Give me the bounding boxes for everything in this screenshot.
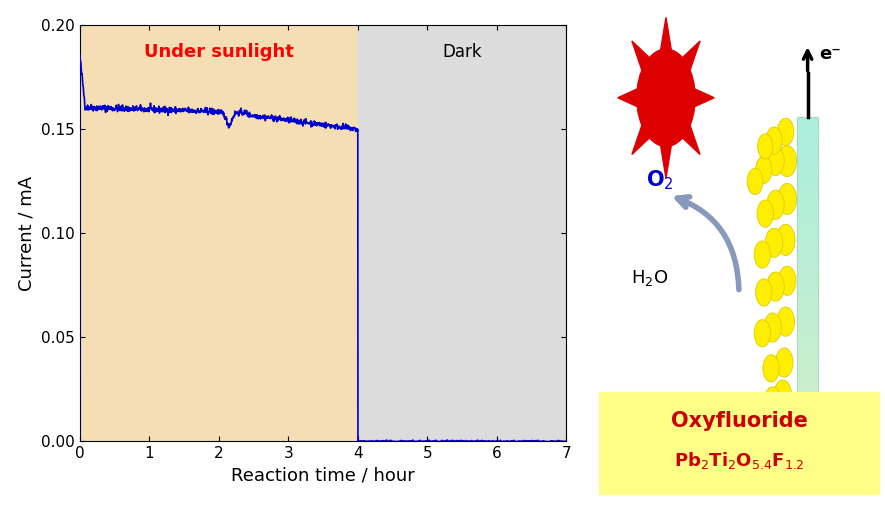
Text: Dark: Dark — [442, 44, 482, 61]
Bar — [797, 321, 818, 328]
Bar — [797, 204, 818, 211]
Bar — [797, 222, 818, 228]
Circle shape — [774, 380, 791, 409]
Bar — [797, 333, 818, 339]
Bar — [797, 374, 818, 380]
Bar — [797, 385, 818, 392]
Circle shape — [764, 313, 781, 342]
Y-axis label: Current / mA: Current / mA — [18, 175, 35, 291]
Circle shape — [747, 168, 763, 195]
Bar — [797, 181, 818, 187]
Polygon shape — [681, 41, 700, 73]
Polygon shape — [693, 88, 714, 107]
Bar — [797, 315, 818, 321]
Bar — [797, 350, 818, 357]
Bar — [797, 362, 818, 369]
Bar — [797, 345, 818, 351]
Polygon shape — [632, 123, 650, 155]
Bar — [797, 158, 818, 164]
Bar — [797, 269, 818, 275]
Bar — [797, 123, 818, 129]
Circle shape — [637, 49, 696, 147]
Text: H$_2$O: H$_2$O — [631, 268, 668, 288]
Bar — [797, 210, 818, 216]
X-axis label: Reaction time / hour: Reaction time / hour — [231, 466, 415, 485]
Text: Under sunlight: Under sunlight — [143, 44, 294, 61]
Bar — [797, 199, 818, 205]
Bar — [797, 128, 818, 135]
Polygon shape — [660, 143, 672, 178]
Bar — [797, 304, 818, 310]
Text: Oxyfluoride: Oxyfluoride — [671, 411, 807, 431]
Bar — [797, 216, 818, 223]
Bar — [797, 163, 818, 170]
Bar — [797, 175, 818, 182]
Bar — [797, 356, 818, 363]
Circle shape — [754, 320, 771, 347]
Bar — [797, 403, 818, 409]
Bar — [797, 193, 818, 199]
Bar — [797, 309, 818, 316]
Circle shape — [778, 184, 796, 214]
Circle shape — [775, 348, 793, 377]
Circle shape — [754, 241, 771, 268]
Bar — [797, 251, 818, 258]
Circle shape — [766, 127, 782, 154]
Bar — [797, 327, 818, 333]
Bar — [797, 286, 818, 293]
Text: O$_2$: O$_2$ — [645, 169, 673, 192]
Bar — [797, 292, 818, 298]
Bar — [797, 140, 818, 147]
Bar — [797, 280, 818, 286]
Polygon shape — [618, 88, 639, 107]
Bar — [797, 368, 818, 374]
Circle shape — [766, 228, 783, 258]
Circle shape — [778, 118, 794, 146]
Bar — [797, 117, 818, 123]
Bar — [797, 245, 818, 251]
Text: e⁻: e⁻ — [820, 45, 841, 63]
Bar — [797, 187, 818, 193]
Circle shape — [778, 146, 796, 176]
Polygon shape — [681, 123, 700, 155]
Bar — [797, 298, 818, 304]
Bar — [797, 134, 818, 140]
Circle shape — [756, 279, 772, 306]
Bar — [797, 257, 818, 263]
Bar — [599, 392, 879, 494]
Circle shape — [763, 355, 780, 382]
Circle shape — [779, 266, 796, 296]
Bar — [80, 25, 358, 441]
Circle shape — [766, 147, 784, 175]
Bar — [797, 117, 818, 409]
Bar — [797, 152, 818, 158]
Bar — [358, 25, 566, 441]
Circle shape — [757, 200, 773, 227]
Circle shape — [756, 156, 772, 184]
Bar — [797, 274, 818, 281]
Circle shape — [776, 224, 795, 256]
Bar — [797, 234, 818, 240]
Bar — [797, 239, 818, 246]
Bar — [797, 263, 818, 269]
Circle shape — [777, 307, 795, 336]
Circle shape — [765, 387, 781, 414]
Bar — [797, 146, 818, 152]
Bar — [797, 391, 818, 397]
Bar — [797, 169, 818, 175]
Bar — [797, 228, 818, 234]
Text: Pb$_2$Ti$_2$O$_{5.4}$F$_{1.2}$: Pb$_2$Ti$_2$O$_{5.4}$F$_{1.2}$ — [673, 450, 804, 471]
Bar — [797, 397, 818, 404]
Circle shape — [766, 272, 784, 301]
Bar — [797, 380, 818, 386]
Polygon shape — [632, 41, 650, 73]
Circle shape — [758, 134, 773, 159]
Bar — [797, 339, 818, 345]
Circle shape — [766, 190, 784, 220]
Polygon shape — [660, 17, 672, 53]
